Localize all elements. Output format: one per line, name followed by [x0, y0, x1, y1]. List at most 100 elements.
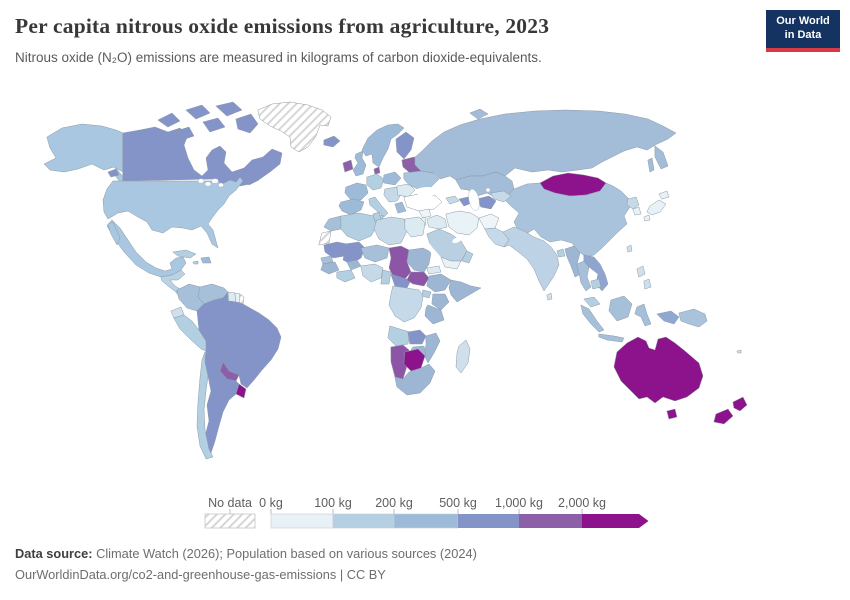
- country-burkina-faso[interactable]: [346, 259, 362, 271]
- country-chile[interactable]: [196, 351, 214, 460]
- country-oman[interactable]: [461, 250, 474, 264]
- country-cuba[interactable]: [172, 249, 197, 259]
- country-newfoundland[interactable]: [245, 172, 260, 186]
- country-french-guiana[interactable]: [239, 293, 245, 305]
- license-line[interactable]: OurWorldinData.org/co2-and-greenhouse-ga…: [15, 567, 386, 583]
- legend-bin-4[interactable]: [519, 514, 582, 528]
- country-yemen[interactable]: [440, 256, 462, 270]
- country-france[interactable]: [344, 182, 369, 201]
- country-angola[interactable]: [387, 325, 411, 347]
- country-drc[interactable]: [388, 285, 424, 323]
- country-australia[interactable]: [613, 336, 704, 404]
- owid-logo[interactable]: Our World in Data: [766, 10, 840, 52]
- country-new-zealand-south[interactable]: [713, 408, 734, 425]
- country-jamaica[interactable]: [192, 260, 199, 265]
- country-libya[interactable]: [373, 216, 408, 246]
- country-italy[interactable]: [368, 196, 389, 218]
- country-novaya-zemlya[interactable]: [469, 108, 489, 120]
- country-canada-islands[interactable]: [157, 101, 259, 141]
- country-south-africa[interactable]: [394, 363, 436, 396]
- country-nigeria[interactable]: [360, 263, 384, 283]
- country-laos-vietnam[interactable]: [583, 254, 609, 292]
- legend-bin-5-arrow[interactable]: [582, 514, 649, 528]
- country-afghanistan[interactable]: [478, 213, 500, 230]
- country-north-korea[interactable]: [626, 196, 640, 210]
- country-cambodia[interactable]: [590, 278, 602, 290]
- country-iraq[interactable]: [426, 214, 448, 230]
- country-cameroon[interactable]: [380, 269, 392, 285]
- country-vancouver-island[interactable]: [107, 168, 120, 178]
- country-niger[interactable]: [360, 244, 390, 263]
- country-usa[interactable]: [102, 176, 244, 249]
- legend-bin-0[interactable]: [270, 513, 334, 529]
- country-guyana[interactable]: [227, 291, 237, 303]
- country-sakhalin[interactable]: [647, 157, 655, 173]
- country-borneo[interactable]: [608, 295, 633, 322]
- country-tasmania[interactable]: [666, 408, 678, 420]
- country-norway-sweden[interactable]: [361, 123, 405, 168]
- country-tanzania[interactable]: [424, 304, 445, 325]
- country-chad[interactable]: [388, 245, 412, 281]
- country-south-sudan[interactable]: [406, 271, 430, 287]
- country-sudan[interactable]: [406, 247, 432, 273]
- country-sri-lanka[interactable]: [546, 292, 553, 301]
- country-senegal[interactable]: [320, 255, 334, 265]
- country-philippines[interactable]: [636, 265, 652, 290]
- country-mauritania[interactable]: [323, 241, 348, 259]
- country-zambia[interactable]: [407, 329, 427, 345]
- country-syria[interactable]: [418, 208, 432, 219]
- country-mexico[interactable]: [106, 219, 187, 278]
- country-romania-bulgaria[interactable]: [396, 183, 416, 198]
- country-uganda[interactable]: [421, 289, 432, 299]
- country-russia[interactable]: [414, 109, 677, 181]
- country-denmark[interactable]: [373, 166, 381, 175]
- country-mozambique[interactable]: [423, 332, 441, 364]
- country-uzbek-region[interactable]: [490, 190, 512, 203]
- country-turkey[interactable]: [403, 193, 443, 212]
- country-eritrea[interactable]: [426, 265, 442, 275]
- country-georgia-armenia[interactable]: [445, 195, 460, 205]
- country-ethiopia[interactable]: [426, 273, 452, 293]
- country-poland[interactable]: [383, 171, 402, 186]
- country-kenya[interactable]: [431, 293, 450, 311]
- country-bangladesh[interactable]: [556, 248, 566, 258]
- country-canada[interactable]: [122, 126, 283, 187]
- country-greece[interactable]: [394, 201, 407, 214]
- country-ivory-coast-ghana[interactable]: [336, 269, 356, 283]
- country-iran[interactable]: [445, 210, 480, 236]
- country-new-zealand-north[interactable]: [732, 396, 748, 412]
- country-turkmenistan[interactable]: [476, 195, 497, 210]
- country-madagascar[interactable]: [455, 339, 471, 374]
- country-egypt[interactable]: [404, 216, 426, 238]
- country-sumatra[interactable]: [580, 304, 605, 333]
- country-suriname[interactable]: [234, 292, 241, 304]
- country-algeria[interactable]: [340, 212, 378, 242]
- country-baja[interactable]: [107, 221, 121, 246]
- country-argentina[interactable]: [204, 349, 240, 454]
- country-namibia[interactable]: [390, 344, 410, 380]
- country-finland[interactable]: [395, 131, 415, 160]
- country-fiji[interactable]: [736, 349, 742, 354]
- country-taiwan[interactable]: [626, 244, 633, 253]
- country-ireland[interactable]: [342, 159, 354, 173]
- country-java[interactable]: [598, 333, 625, 343]
- country-kamchatka[interactable]: [654, 145, 669, 170]
- legend-bin-2[interactable]: [393, 513, 459, 529]
- country-south-korea[interactable]: [632, 206, 642, 216]
- country-somalia[interactable]: [448, 279, 482, 303]
- country-japan[interactable]: [643, 190, 670, 222]
- country-greenland[interactable]: [257, 101, 332, 153]
- country-guinea-region[interactable]: [320, 261, 340, 275]
- country-sulawesi[interactable]: [634, 303, 652, 327]
- country-central-african-republic[interactable]: [390, 273, 412, 289]
- legend-no-data-swatch[interactable]: [204, 513, 256, 529]
- country-uk[interactable]: [352, 150, 367, 177]
- country-alaska[interactable]: [43, 123, 124, 173]
- country-spain[interactable]: [338, 198, 365, 216]
- country-china[interactable]: [503, 182, 631, 258]
- country-malaysia[interactable]: [583, 296, 601, 308]
- country-hispaniola[interactable]: [200, 256, 212, 264]
- country-west-papua[interactable]: [656, 310, 680, 325]
- country-papua-new-guinea[interactable]: [678, 308, 708, 328]
- country-central-america[interactable]: [160, 269, 186, 293]
